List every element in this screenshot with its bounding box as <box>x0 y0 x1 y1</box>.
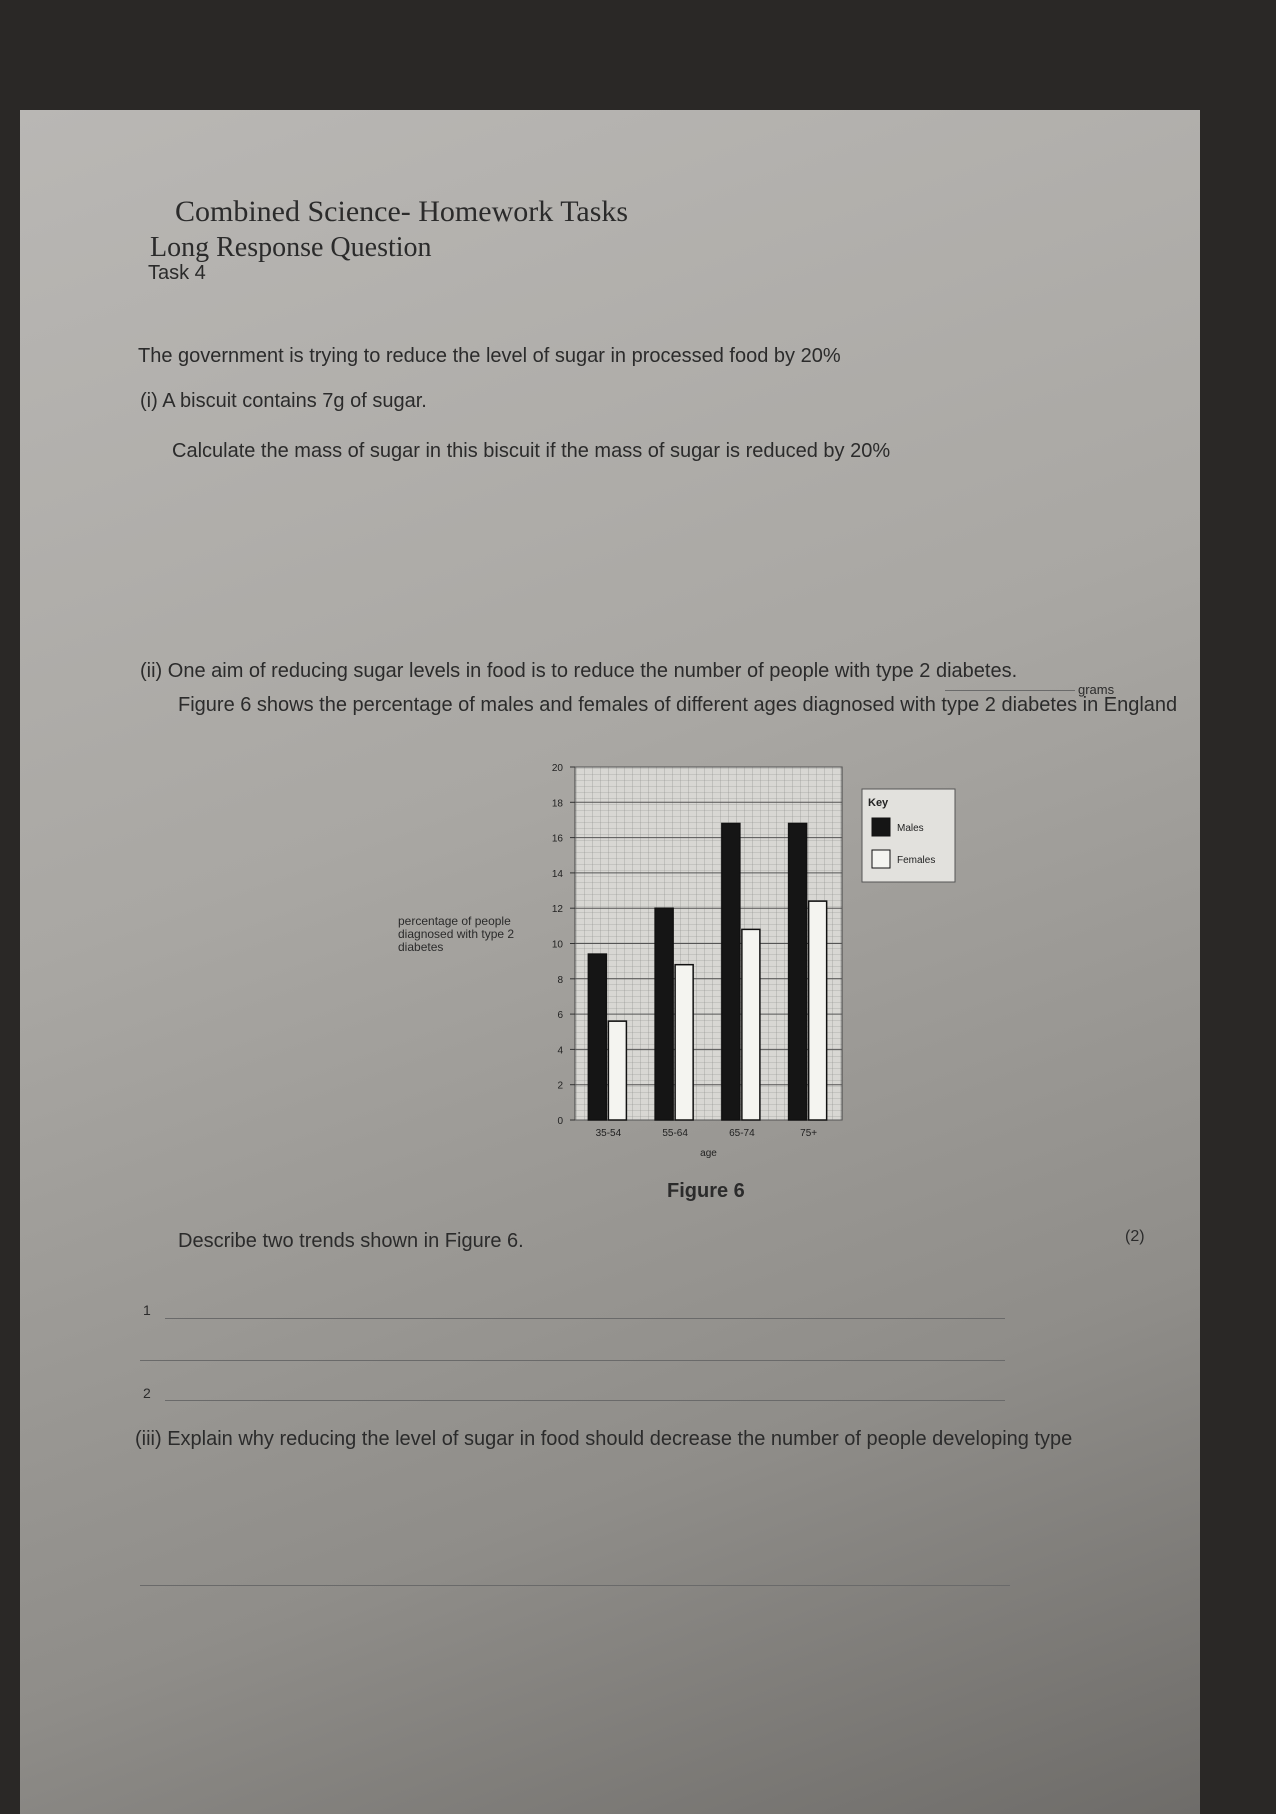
part-i-question: Calculate the mass of sugar in this bisc… <box>172 440 891 462</box>
subtitle: Long Response Question <box>150 232 432 263</box>
legend-label: Males <box>897 823 924 834</box>
answer-line <box>140 1360 1005 1361</box>
unit: grams <box>1078 682 1115 697</box>
y-tick-label: 12 <box>552 904 564 915</box>
y-tick-label: 18 <box>552 798 564 809</box>
y-tick-label: 0 <box>557 1116 563 1127</box>
x-tick-label: 55-64 <box>662 1128 688 1139</box>
figure-text: Figure 6 shows the percentage of males a… <box>178 694 1178 716</box>
bar <box>587 953 608 1121</box>
y-tick-label: 16 <box>552 834 564 845</box>
bar <box>654 907 674 1121</box>
bar <box>674 963 694 1121</box>
y-tick-label: 6 <box>557 1010 563 1021</box>
x-tick-label: 35-54 <box>596 1128 622 1139</box>
bar <box>787 822 808 1121</box>
x-axis-label: age <box>700 1148 717 1159</box>
answer-number: 1 <box>143 1302 151 1318</box>
bar <box>721 822 741 1121</box>
bar <box>807 900 828 1121</box>
course-title: Combined Science- Homework Tasks <box>175 195 629 228</box>
task: Task 4 <box>148 262 206 284</box>
legend-swatch <box>871 817 891 837</box>
x-tick-label: 75+ <box>800 1128 817 1139</box>
y-tick-label: 4 <box>557 1045 563 1056</box>
part-i-label: (i) A biscuit contains 7g of sugar. <box>140 390 427 412</box>
x-tick-label: 65-74 <box>729 1128 755 1139</box>
answer-line <box>945 690 1075 691</box>
y-tick-label: 10 <box>552 940 564 951</box>
intro: The government is trying to reduce the l… <box>138 345 841 367</box>
answer-line <box>140 1585 1010 1586</box>
y-tick-label: 20 <box>552 763 564 774</box>
y-tick-label: 8 <box>557 975 563 986</box>
y-tick-label: 2 <box>557 1081 563 1092</box>
marks: (2) <box>1125 1228 1145 1245</box>
bar <box>741 928 761 1121</box>
bar <box>607 1020 628 1121</box>
y-tick-label: 14 <box>552 869 564 880</box>
part-ii-label: (ii) One aim of reducing sugar levels in… <box>140 660 1018 682</box>
legend-title: Key <box>868 797 889 809</box>
answer-number: 2 <box>143 1385 151 1401</box>
figure-caption: Figure 6 <box>667 1180 745 1202</box>
part-iii-label: (iii) Explain why reducing the level of … <box>135 1428 1073 1450</box>
answer-line <box>165 1400 1005 1401</box>
y-axis-label: percentage of people diagnosed with type… <box>398 914 515 954</box>
legend-label: Females <box>897 855 935 866</box>
answer-line <box>165 1318 1005 1319</box>
legend-swatch <box>871 849 891 869</box>
part-ii-question: Describe two trends shown in Figure 6. <box>178 1230 524 1252</box>
